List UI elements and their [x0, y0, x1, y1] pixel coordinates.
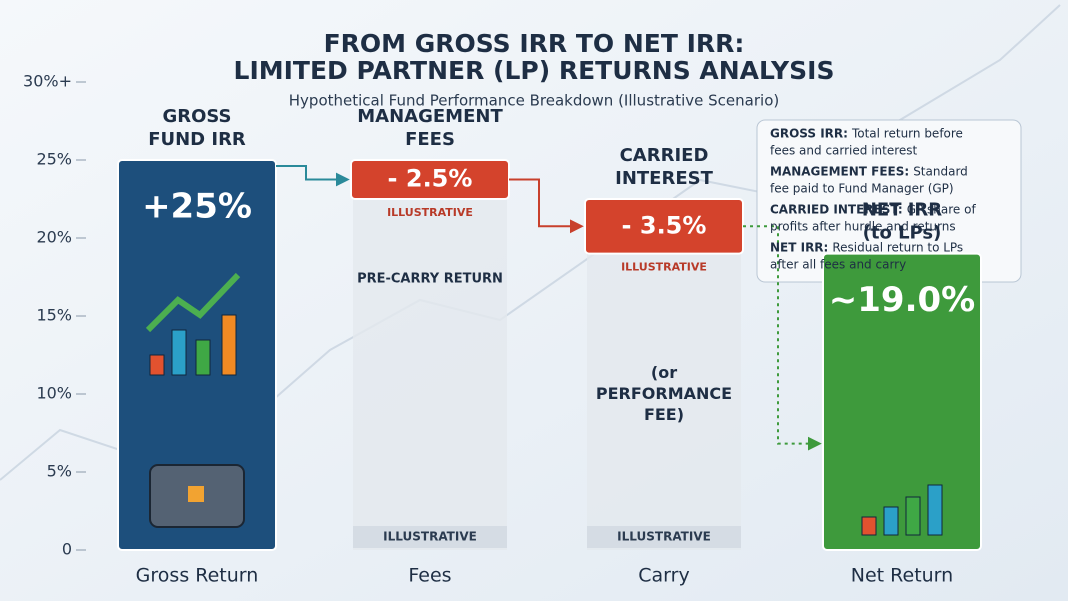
icon: [905, 496, 921, 536]
icon: [883, 506, 899, 536]
icon: [149, 354, 165, 376]
column-note: FEE): [644, 405, 684, 424]
bar-heading: FEES: [405, 129, 455, 150]
value-label: - 2.5%: [388, 165, 473, 193]
column-note: (or: [651, 363, 677, 382]
definition-term: CARRIED INTEREST:: [770, 203, 903, 217]
chart-title: FROM GROSS IRR TO NET IRR:: [324, 29, 745, 58]
definition-term: MANAGEMENT FEES:: [770, 165, 909, 179]
box-note: ILLUSTRATIVE: [621, 261, 707, 274]
icon: [927, 484, 943, 536]
icon: [145, 272, 241, 333]
footer-band: [587, 526, 741, 548]
value-label: ~19.0%: [829, 280, 975, 320]
y-tick-label: 30%+: [23, 72, 72, 91]
definition-text: profits after hurdle and returns: [770, 220, 956, 234]
x-tick-label: Net Return: [851, 565, 953, 587]
definition-text: fee paid to Fund Manager (GP): [770, 182, 954, 196]
bar-heading: GROSS: [162, 106, 231, 127]
bar-heading: NET IRR: [862, 200, 942, 221]
column-note: PRE-CARRY RETURN: [357, 272, 503, 287]
y-tick-label: 10%: [36, 384, 72, 403]
definition-term: GROSS IRR:: [770, 127, 848, 141]
chart-title: LIMITED PARTNER (LP) RETURNS ANALYSIS: [234, 56, 835, 85]
icon: [171, 329, 187, 376]
x-tick-label: Gross Return: [136, 565, 259, 587]
icon: [861, 516, 877, 536]
bar-heading: CARRIED: [620, 145, 709, 166]
connector: [509, 178, 584, 234]
definition-text: fees and carried interest: [770, 144, 918, 158]
y-tick-label: 25%: [36, 150, 72, 169]
x-tick-label: Carry: [638, 565, 689, 587]
column-backdrop: [587, 253, 741, 550]
footer-note: ILLUSTRATIVE: [617, 530, 711, 544]
definition-text: Residual return to LPs: [832, 241, 963, 255]
bar-heading: MANAGEMENT: [357, 106, 503, 127]
definition-text: GP share of: [907, 203, 977, 217]
definition-text: after all fees and carry: [770, 258, 906, 272]
y-tick-label: 0: [62, 540, 72, 559]
y-tick-label: 5%: [47, 462, 72, 481]
x-tick-label: Fees: [408, 565, 451, 587]
icon: [188, 486, 204, 502]
value-label: - 3.5%: [622, 211, 707, 239]
icon: [221, 314, 237, 376]
definition-term: NET IRR:: [770, 241, 828, 255]
footer-band: [353, 526, 507, 548]
value-label: +25%: [142, 187, 252, 227]
box-note: ILLUSTRATIVE: [387, 206, 473, 219]
icon: [195, 339, 211, 376]
bar-heading: FUND IRR: [148, 129, 246, 150]
y-tick-label: 20%: [36, 228, 72, 247]
column-note: PERFORMANCE: [596, 384, 732, 403]
bar: [822, 252, 982, 551]
definition-text: Total return before: [851, 127, 963, 141]
footer-note: ILLUSTRATIVE: [383, 530, 477, 544]
bar-heading: INTEREST: [615, 168, 713, 189]
connector: [276, 165, 350, 187]
chart-subtitle: Hypothetical Fund Performance Breakdown …: [289, 92, 779, 110]
bar-heading: (to LPs): [863, 223, 942, 244]
y-tick-label: 15%: [36, 306, 72, 325]
column-backdrop: [353, 199, 507, 550]
definition-text: Standard: [913, 165, 968, 179]
